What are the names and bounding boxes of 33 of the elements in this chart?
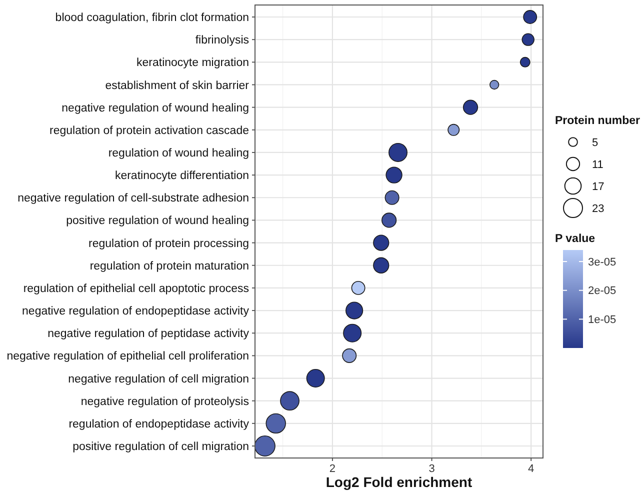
- y-tick-label: negative regulation of cell-substrate adhesion: [18, 192, 249, 205]
- y-tick-label: negative regulation of endopeptidase activity: [22, 306, 250, 318]
- y-tick-label: fibrinolysis: [195, 34, 250, 47]
- color-bar-title: P value: [555, 233, 596, 245]
- y-tick-label: regulation of endopeptidase activity: [68, 418, 250, 430]
- y-tick-label: negative regulation of cell migration: [68, 373, 249, 386]
- legend-label: 11: [592, 158, 604, 171]
- y-tick-label: regulation of protein processing: [88, 238, 249, 250]
- y-tick-label: regulation of epithelial cell apoptotic process: [23, 282, 250, 295]
- color-bar-label: 2e-05: [588, 285, 616, 298]
- y-tick-label: establishment of skin barrier: [105, 80, 250, 92]
- y-tick-label: negative regulation of wound healing: [62, 102, 249, 114]
- y-tick-label: negative regulation of proteolysis: [80, 396, 250, 408]
- y-tick-label: regulation of wound healing: [108, 148, 249, 160]
- x-tick-label: 3: [428, 463, 435, 475]
- y-tick-label: negative regulation of peptidase activity: [48, 328, 250, 340]
- y-tick-label: positive regulation of wound healing: [66, 215, 249, 228]
- y-tick-label: negative regulation of epithelial cell proliferation: [6, 350, 249, 363]
- color-bar-label: 1e-05: [588, 314, 616, 326]
- y-tick-label: keratinocyte migration: [136, 57, 249, 70]
- legend-title: Protein number: [555, 115, 641, 127]
- legend-label: 5: [592, 136, 598, 149]
- legend-label: 23: [592, 202, 604, 215]
- x-axis-title: Log2 Fold enrichment: [326, 474, 472, 490]
- y-tick-label: regulation of protein maturation: [90, 260, 249, 272]
- x-tick-label: 2: [329, 463, 336, 475]
- y-tick-label: regulation of protein activation cascade: [50, 124, 249, 137]
- x-tick-label: 4: [528, 463, 534, 475]
- y-tick-label: blood coagulation, fibrin clot formation: [55, 12, 249, 24]
- color-bar-label: 3e-05: [588, 256, 616, 268]
- y-tick-label: keratinocyte differentiation: [114, 170, 249, 182]
- y-tick-label: positive regulation of cell migration: [72, 441, 249, 454]
- legend-label: 17: [592, 180, 604, 193]
